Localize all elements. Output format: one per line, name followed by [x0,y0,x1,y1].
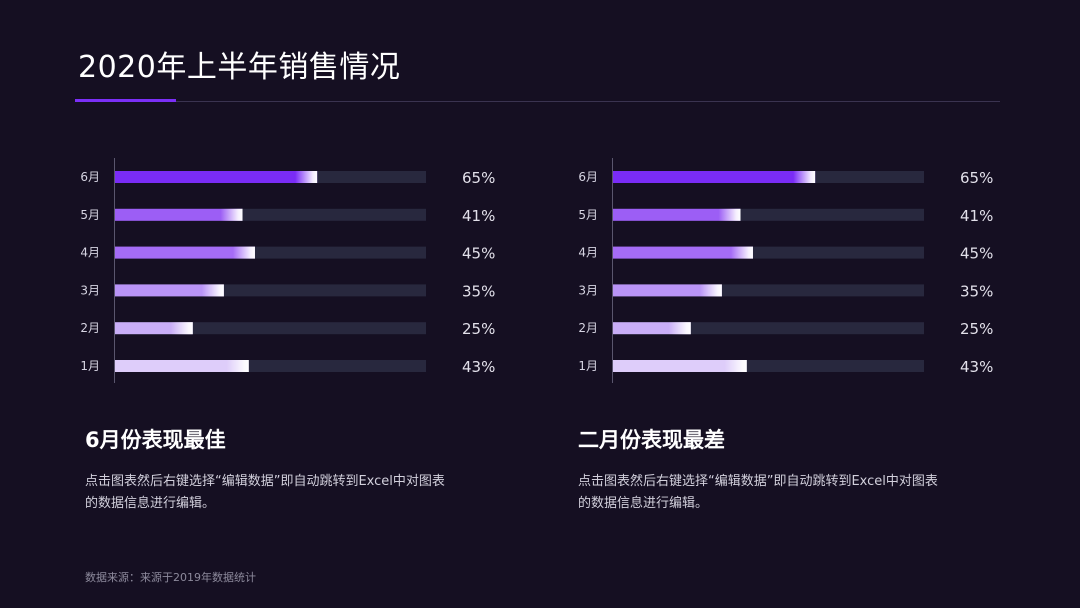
category-label: 3月 [578,283,598,297]
bar-tip-glow [220,208,243,221]
bar-fill [613,246,753,259]
bar-fill [115,246,255,259]
bar-fill [613,284,722,297]
page-title: 2020年上半年销售情况 [78,50,401,85]
right-summary-panel: 二月份表现最差 点击图表然后右键选择“编辑数据”即自动跳转到Excel中对图表 … [578,428,938,515]
description-line: 的数据信息进行编辑。 [85,496,216,511]
bar-fill [115,171,318,183]
category-label: 2月 [578,321,598,335]
right-bar-chart: 6月 65% 5月 41% 4月 45% 3月 35% 2月 25% 1月 43% [578,158,993,383]
value-label: 35% [462,282,495,300]
bar-tip-glow [201,284,224,297]
bar-fill [115,284,224,297]
category-label: 4月 [578,246,598,260]
bar-tip-glow [793,171,816,183]
bar-tip-glow [730,246,753,259]
description-line: 的数据信息进行编辑。 [578,496,709,511]
bars-group [613,171,924,372]
bar-tip-glow [232,246,255,259]
bar-fill [613,360,747,372]
title-accent-bar [75,99,176,102]
value-label: 41% [960,207,993,225]
bar-tip-glow [699,284,722,297]
category-label: 5月 [578,208,598,222]
title-divider [75,101,1000,102]
bar-fill [613,208,741,221]
category-label: 6月 [578,170,598,184]
bar-fill [613,171,816,183]
right-summary-description: 点击图表然后右键选择“编辑数据”即自动跳转到Excel中对图表 的数据信息进行编… [578,471,938,515]
bar-fill [115,208,243,221]
left-summary-heading: 6月份表现最佳 [85,428,226,452]
bars-group [115,171,426,372]
value-label: 25% [960,320,993,338]
left-summary-description: 点击图表然后右键选择“编辑数据”即自动跳转到Excel中对图表 的数据信息进行编… [85,471,445,515]
value-label: 41% [462,207,495,225]
bar-tip-glow [295,171,318,183]
category-label: 2月 [80,321,100,335]
left-summary-panel: 6月份表现最佳 点击图表然后右键选择“编辑数据”即自动跳转到Excel中对图表 … [85,428,445,515]
bar-tip-glow [170,322,193,335]
bar-fill [115,360,249,372]
category-label: 1月 [80,359,100,373]
category-label: 6月 [80,170,100,184]
value-label: 65% [960,169,993,187]
value-label: 25% [462,320,495,338]
category-label: 1月 [578,359,598,373]
data-source-note: 数据来源：来源于2019年数据统计 [85,571,256,584]
bar-tip-glow [668,322,691,335]
category-label: 5月 [80,208,100,222]
right-summary-heading: 二月份表现最差 [578,428,725,452]
left-bar-chart: 6月 65% 5月 41% 4月 45% 3月 35% 2月 25% 1月 43% [80,158,495,383]
bar-tip-glow [718,208,741,221]
value-label: 43% [462,358,495,376]
bar-tip-glow [226,360,249,372]
category-label: 3月 [80,283,100,297]
description-line: 点击图表然后右键选择“编辑数据”即自动跳转到Excel中对图表 [578,474,938,489]
description-line: 点击图表然后右键选择“编辑数据”即自动跳转到Excel中对图表 [85,474,445,489]
value-label: 35% [960,282,993,300]
bar-tip-glow [724,360,747,372]
value-label: 65% [462,169,495,187]
category-label: 4月 [80,246,100,260]
value-label: 43% [960,358,993,376]
value-label: 45% [960,245,993,263]
value-label: 45% [462,245,495,263]
